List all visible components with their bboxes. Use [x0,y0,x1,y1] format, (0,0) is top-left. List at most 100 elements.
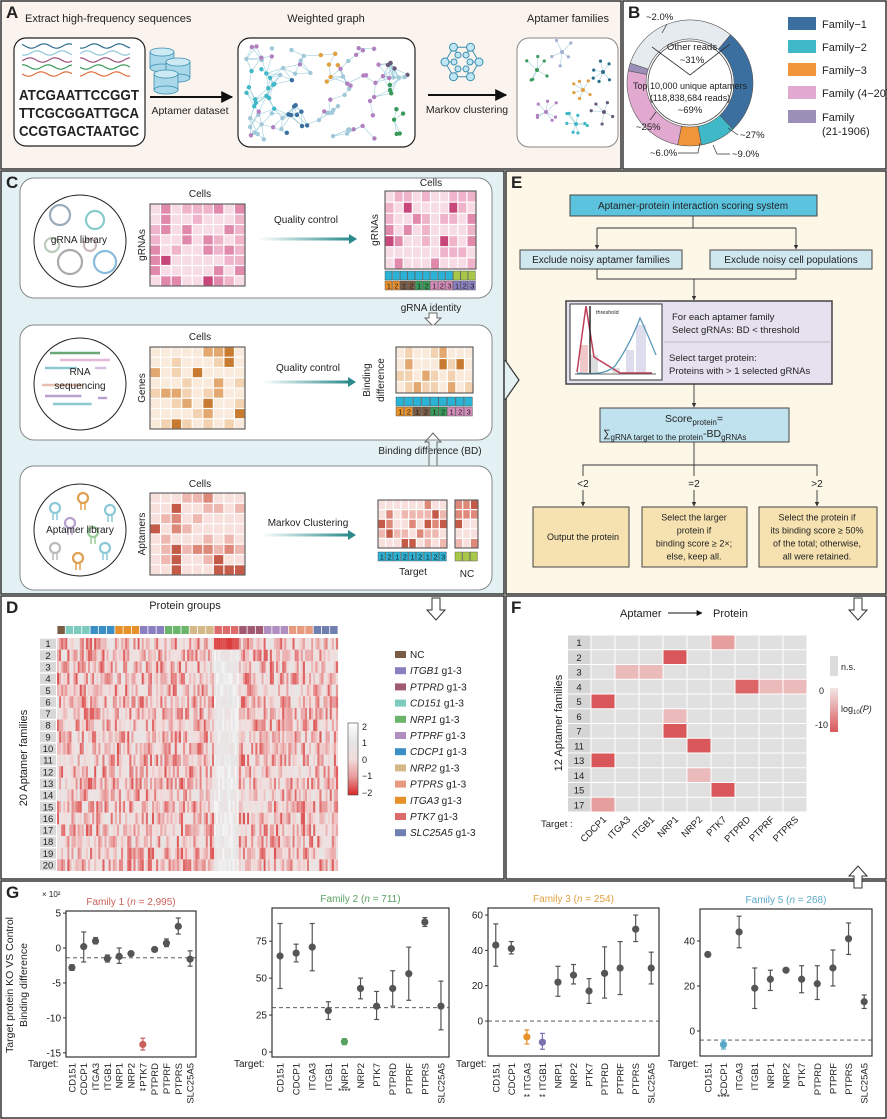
heatmap-cell [189,731,192,743]
heatmap-cell [166,824,169,837]
heatmap-cell [282,707,285,720]
ns-cell [783,783,807,797]
heatmap-cell [123,824,126,837]
heatmap-cell [193,638,196,650]
heatmap-cell [85,731,89,743]
leader-line [712,144,730,155]
heatmap-cell [191,789,194,802]
heatmap-cell [143,812,146,825]
heatmap-cell [311,777,314,790]
heatmap-cell [201,731,204,743]
heatmap-cell [166,638,169,650]
heatmap-cell [286,847,289,860]
heatmap-cell [156,766,159,778]
heatmap-cell [269,824,272,837]
heatmap-cell [154,801,157,813]
matrix-cell [386,539,393,548]
graph-node [266,95,272,101]
matrix-cell [203,245,213,255]
ns-cell [687,724,711,738]
heatmap-cell [123,672,126,685]
heatmap-cell [137,707,140,720]
heatmap-cell [232,638,235,650]
heatmap-cell [149,719,153,732]
mean-point-nrp2 [782,966,790,974]
heatmap-cell [195,777,198,790]
matrix-cell [470,510,478,519]
heatmap-cell [133,766,136,778]
heatmap-cell [249,812,252,825]
heatmap-cell [100,719,103,732]
heatmap-cell [315,801,318,813]
heatmap-cell [187,777,190,790]
heatmap-cell [282,742,285,755]
heatmap-cell [218,707,221,720]
matrix-cell [439,370,447,381]
legend-label: CDCP1 g1-3 [410,747,467,758]
heatmap-cell [191,801,194,813]
heatmap-cell [127,672,130,685]
heatmap-cell [145,661,149,673]
heatmap-cell [178,789,182,802]
matrix-cell [401,500,409,509]
matrix-cell [213,214,224,224]
heatmap-cell [253,638,256,650]
heatmap-cell [276,684,279,697]
heatmap-cell [133,801,136,813]
plasmid-icon [84,209,106,231]
heatmap-cell [300,638,303,650]
matrix-cell [192,368,203,378]
ns-cell [759,650,783,664]
heatmap-cell [152,707,155,720]
heatmap-cell [162,742,165,755]
heatmap-cell [222,731,225,743]
legend-label: PTPRF g1-3 [410,731,466,742]
heatmap-cell [240,801,244,813]
heatmap-cell [193,661,196,673]
heatmap-cell [83,836,87,848]
heatmap-cell [69,672,72,685]
matrix-cell [422,247,430,258]
heatmap-cell [176,754,180,767]
heatmap-cell [110,707,113,720]
heatmap-cell [238,754,241,767]
strip-cell [430,270,438,281]
heatmap-cell [98,707,101,720]
heatmap-cell [209,684,213,697]
gene-name: CDCP1 [410,747,444,758]
heatmap-cell [296,649,299,662]
heatmap-cell [335,719,339,732]
heatmap-cell [263,859,266,871]
heatmap-cell [154,661,157,673]
heatmap-cell [141,789,144,802]
donut-chart [626,19,754,147]
ns-cell [735,665,759,679]
matrix-cell [224,368,234,378]
heatmap-cell [137,672,140,685]
heatmap-cell [152,801,155,813]
protein-group-block [305,626,313,634]
matrix-cell [413,382,422,393]
heatmap-cell [81,672,84,685]
heatmap-cell [170,824,173,837]
heatmap-cell [154,719,157,732]
heatmap-cell [284,696,287,708]
title-aptamer: Aptamer [620,608,662,620]
matrix-cell [161,266,171,276]
heatmap-cell [323,649,326,662]
heatmap-cell [245,777,248,790]
heatmap-cell [273,638,277,650]
heatmap-cell [201,684,204,697]
heatmap-cell [317,696,320,708]
read-wave-icon [21,50,73,56]
heatmap-cell [174,777,177,790]
gene-name: NRP1 [410,715,437,726]
heatmap-cell [290,649,293,662]
heatmap-cell [108,777,111,790]
heatmap-cell [143,661,146,673]
matrix-cell [192,388,203,398]
heatmap-cell [224,661,227,673]
matrix-cell [463,529,470,538]
hollow-arrow-up-icon [847,865,869,889]
matrix-cell [182,565,192,575]
